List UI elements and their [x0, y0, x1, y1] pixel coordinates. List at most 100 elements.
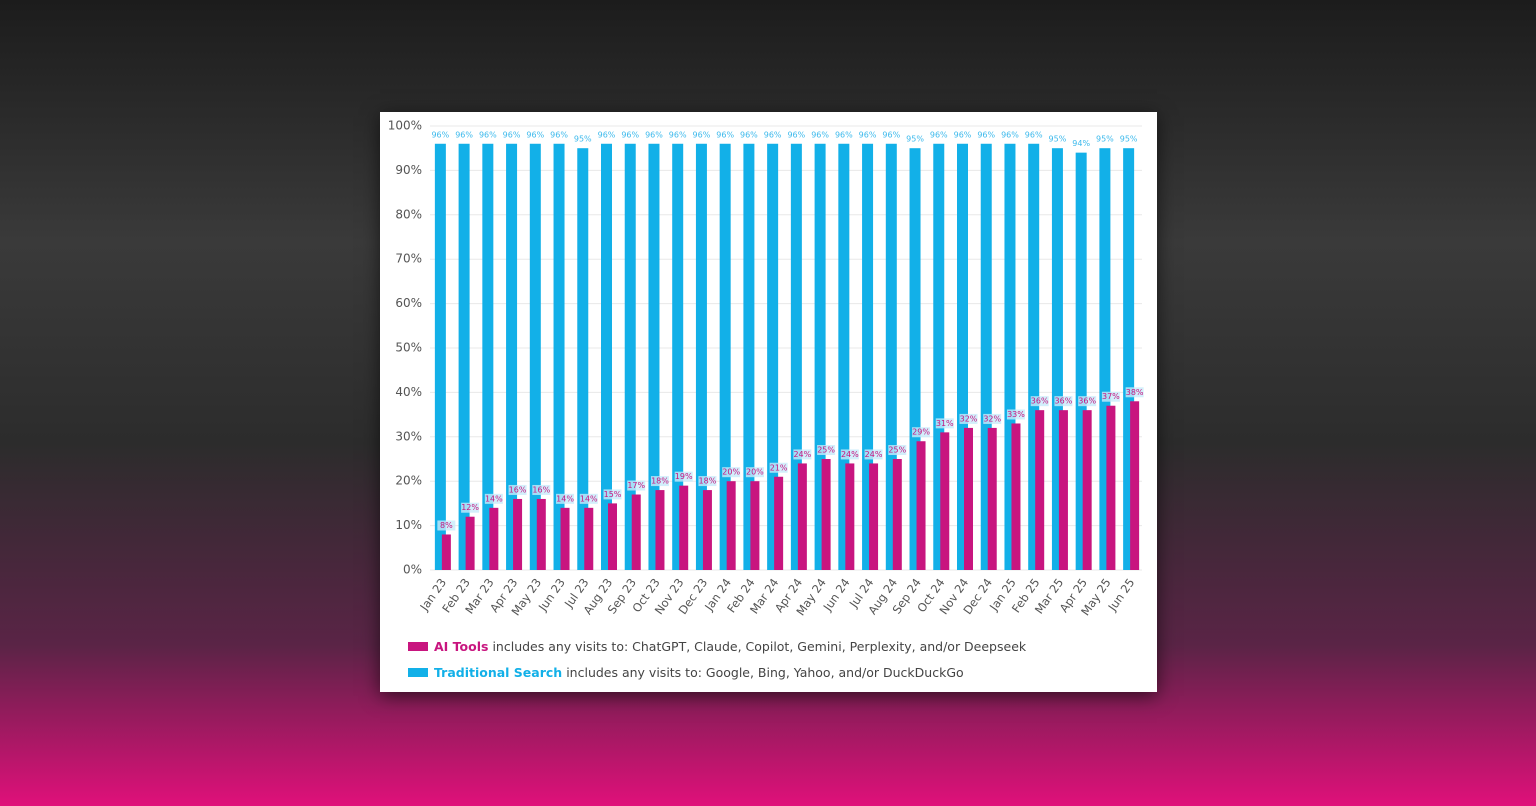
y-tick-label: 80%: [395, 207, 422, 221]
value-label: 17%: [627, 481, 645, 490]
value-label: 31%: [936, 419, 954, 428]
value-label: 18%: [651, 477, 669, 486]
value-label: 15%: [604, 490, 622, 499]
bar: [648, 143, 660, 570]
bar: [750, 481, 760, 570]
bar: [940, 432, 950, 570]
bar: [482, 143, 494, 570]
bar: [814, 143, 826, 570]
value-label: 25%: [888, 446, 906, 455]
value-label-bg: [935, 418, 954, 429]
value-label: 20%: [722, 468, 740, 477]
bar: [821, 459, 831, 570]
bar: [790, 143, 802, 570]
value-label-bg: [864, 449, 883, 460]
value-label: 95%: [1120, 135, 1138, 144]
value-label-bg: [674, 471, 693, 482]
bar: [885, 143, 897, 570]
bar: [838, 143, 850, 570]
value-label: 24%: [865, 450, 883, 459]
bar: [506, 143, 518, 570]
bar: [726, 481, 736, 570]
value-label-bg: [1006, 409, 1025, 420]
value-label: 96%: [977, 130, 995, 139]
value-label: 96%: [550, 130, 568, 139]
value-label: 96%: [764, 130, 782, 139]
value-label: 96%: [811, 130, 829, 139]
value-label: 96%: [740, 130, 758, 139]
bar: [774, 476, 784, 570]
bar: [679, 485, 689, 570]
value-label: 96%: [598, 130, 616, 139]
bar: [529, 143, 541, 570]
value-label-bg: [1078, 396, 1097, 407]
value-label-bg: [461, 502, 480, 513]
value-label: 96%: [526, 130, 544, 139]
y-tick-label: 70%: [395, 252, 422, 266]
bar: [441, 534, 451, 570]
value-label: 96%: [455, 130, 473, 139]
bar: [577, 148, 589, 570]
value-label-bg: [959, 413, 978, 424]
value-label: 36%: [1078, 397, 1096, 406]
legend-item: AI Tools includes any visits to: ChatGPT…: [408, 639, 1026, 654]
bar: [1099, 148, 1111, 570]
value-label-bg: [888, 445, 907, 455]
bar: [672, 143, 684, 570]
value-label: 96%: [621, 130, 639, 139]
value-label-bg: [1054, 396, 1073, 407]
value-label-bg: [484, 493, 503, 504]
bar: [434, 143, 446, 570]
value-label: 36%: [1031, 397, 1049, 406]
value-label: 32%: [960, 414, 978, 423]
legend-label: AI Tools: [434, 639, 489, 654]
value-label: 96%: [693, 130, 711, 139]
value-label: 14%: [580, 494, 598, 503]
value-label: 95%: [906, 135, 924, 144]
bar: [892, 459, 902, 570]
bar: [862, 143, 874, 570]
bar: [584, 507, 594, 570]
value-label: 16%: [509, 485, 527, 494]
bar: [695, 143, 707, 570]
value-label: 20%: [746, 468, 764, 477]
bar: [869, 463, 879, 570]
value-label: 19%: [675, 472, 693, 481]
value-label-bg: [912, 427, 931, 438]
value-label: 94%: [1072, 139, 1090, 148]
bar: [458, 143, 470, 570]
bar: [553, 143, 565, 570]
bar: [1028, 143, 1040, 570]
legend-swatch: [408, 668, 428, 677]
value-label-bg: [1101, 391, 1120, 402]
value-label-bg: [817, 445, 836, 455]
value-label-bg: [769, 462, 788, 473]
chart-card: 0% 10% 20% 30% 40% 50% 60% 70% 80% 90% 100% Jan 23 9…: [380, 112, 1157, 692]
value-label: 24%: [793, 450, 811, 459]
legend-description: includes any visits to: ChatGPT, Claude,…: [492, 639, 1027, 654]
value-label: 95%: [1049, 135, 1067, 144]
value-label: 8%: [440, 521, 453, 530]
bar: [1106, 405, 1116, 570]
value-label: 29%: [912, 428, 930, 437]
value-label: 25%: [817, 446, 835, 455]
y-tick-label: 60%: [395, 296, 422, 310]
bar: [702, 490, 712, 570]
value-label: 96%: [431, 130, 449, 139]
value-label-bg: [698, 476, 717, 487]
value-label: 36%: [1055, 397, 1073, 406]
value-label: 96%: [503, 130, 521, 139]
y-tick-label: 10%: [395, 518, 422, 532]
value-label: 96%: [716, 130, 734, 139]
value-label-bg: [983, 413, 1002, 424]
bar: [797, 463, 807, 570]
value-label: 96%: [930, 130, 948, 139]
bar: [987, 427, 997, 570]
value-label-bg: [508, 484, 527, 495]
value-label: 21%: [770, 463, 788, 472]
value-label-bg: [437, 520, 456, 531]
value-label: 32%: [983, 414, 1001, 423]
value-label: 96%: [669, 130, 687, 139]
value-label-bg: [1030, 396, 1049, 407]
